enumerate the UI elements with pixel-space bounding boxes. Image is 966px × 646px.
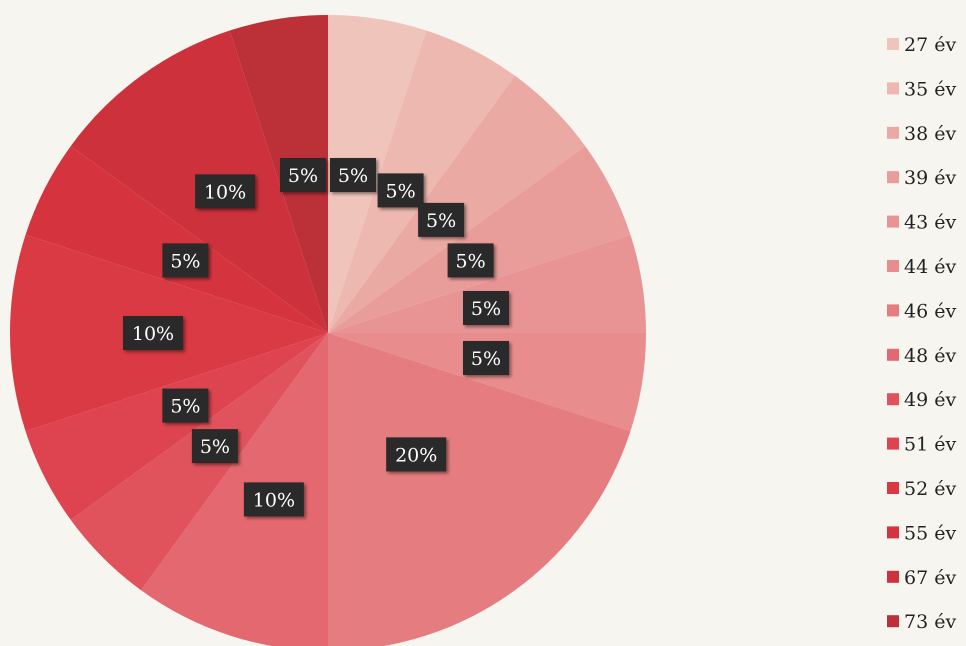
pie-label-box (280, 158, 326, 192)
pie-label-box (377, 173, 424, 208)
legend-swatch (887, 615, 899, 628)
pie-label-box (195, 174, 256, 209)
pie-label-text: 5% (471, 298, 501, 320)
pie-label-8: 5% (191, 429, 238, 464)
legend-item: 27 év (887, 34, 956, 56)
pie-label-3: 5% (447, 243, 494, 278)
legend-item: 55 év (887, 522, 956, 544)
pie-label-6: 20% (386, 437, 447, 472)
legend-swatch (887, 171, 899, 184)
pie-label-10: 10% (123, 316, 183, 350)
pie-slice-6 (328, 333, 631, 646)
pie-slice-4 (328, 234, 646, 333)
legend-label: 43 év (904, 212, 956, 234)
legend-label: 35 év (904, 78, 956, 100)
pie-label-box (463, 341, 509, 375)
pie-label-box (243, 482, 304, 517)
pie-label-box (191, 429, 238, 464)
pie-label-text: 5% (386, 180, 416, 202)
legend-swatch (887, 570, 899, 583)
pie-slices (9, 14, 646, 646)
legend-label: 55 év (904, 522, 956, 544)
pie-label-text: 10% (204, 181, 246, 203)
pie-label-13: 5% (280, 158, 326, 192)
legend-item: 38 év (887, 123, 956, 145)
pie-label-box (162, 388, 209, 423)
pie-label-9: 5% (162, 388, 209, 423)
legend-label: 44 év (904, 256, 956, 278)
pie-label-5: 5% (463, 341, 509, 375)
legend-item: 39 év (887, 167, 956, 189)
legend-label: 48 év (904, 345, 956, 367)
legend-label: 27 év (904, 34, 956, 56)
pie-label-box (463, 291, 509, 325)
legend-swatch (887, 82, 899, 95)
pie-label-box (123, 316, 183, 350)
legend-label: 52 év (904, 478, 956, 500)
legend-swatch (887, 215, 899, 228)
pie-percentage-labels: 5%5%5%5%5%5%20%10%5%5%10%5%10%5% (123, 158, 509, 517)
legend-label: 73 év (904, 611, 956, 633)
legend-item: 44 év (887, 256, 956, 278)
pie-label-text: 10% (132, 323, 174, 345)
legend-swatch (887, 348, 899, 361)
pie-label-box (418, 202, 465, 237)
pie-label-11: 5% (162, 243, 209, 278)
legend-item: 46 év (887, 300, 956, 322)
legend-item: 73 év (887, 611, 956, 633)
legend-swatch (887, 393, 899, 406)
pie-slice-11 (25, 146, 329, 333)
legend-item: 43 év (887, 212, 956, 234)
pie-label-text: 5% (456, 250, 486, 272)
pie-slice-7 (141, 333, 328, 646)
pie-label-text: 5% (471, 348, 501, 370)
legend-swatch (887, 38, 899, 50)
pie-slice-13 (229, 14, 328, 333)
legend-label: 49 év (904, 389, 956, 411)
legend-label: 67 év (904, 567, 956, 589)
legend: 27 év 35 év 38 év 39 év 43 év 44 év 46 év 48 év… (887, 34, 956, 633)
pie-label-text: 5% (338, 165, 368, 187)
pie-label-text: 10% (253, 489, 295, 511)
pie-slice-0 (328, 14, 427, 333)
legend-swatch (887, 526, 899, 539)
pie-label-7: 10% (243, 482, 304, 517)
legend-item: 35 év (887, 78, 956, 100)
pie-label-text: 5% (170, 250, 200, 272)
legend-swatch (887, 437, 899, 450)
pie-label-box (386, 437, 447, 472)
pie-label-0: 5% (330, 158, 376, 192)
legend-label: 39 év (904, 167, 956, 189)
pie-slice-3 (328, 146, 631, 333)
pie-label-text: 5% (170, 396, 200, 418)
legend-item: 48 év (887, 345, 956, 367)
legend-item: 67 év (887, 567, 956, 589)
pie-slice-5 (328, 333, 646, 432)
legend-swatch (887, 126, 899, 139)
legend-label: 51 év (904, 434, 956, 456)
legend-item: 52 év (887, 478, 956, 500)
legend-label: 46 év (904, 300, 956, 322)
pie-label-box (330, 158, 376, 192)
pie-label-12: 10% (195, 174, 256, 209)
legend-label: 38 év (904, 123, 956, 145)
legend-swatch (887, 304, 899, 317)
pie-label-text: 5% (288, 165, 318, 187)
pie-label-box (162, 243, 209, 278)
pie-label-box (447, 243, 494, 278)
pie-slice-9 (25, 333, 329, 520)
pie-label-text: 5% (200, 436, 230, 458)
pie-label-4: 5% (463, 291, 509, 325)
legend-swatch (887, 482, 899, 494)
legend-item: 49 év (887, 389, 956, 411)
pie-label-2: 5% (418, 202, 465, 237)
legend-item: 51 év (887, 434, 956, 456)
pie-label-1: 5% (377, 173, 424, 208)
legend-swatch (887, 260, 899, 272)
pie-label-text: 5% (426, 210, 456, 232)
pie-label-text: 20% (395, 444, 437, 466)
